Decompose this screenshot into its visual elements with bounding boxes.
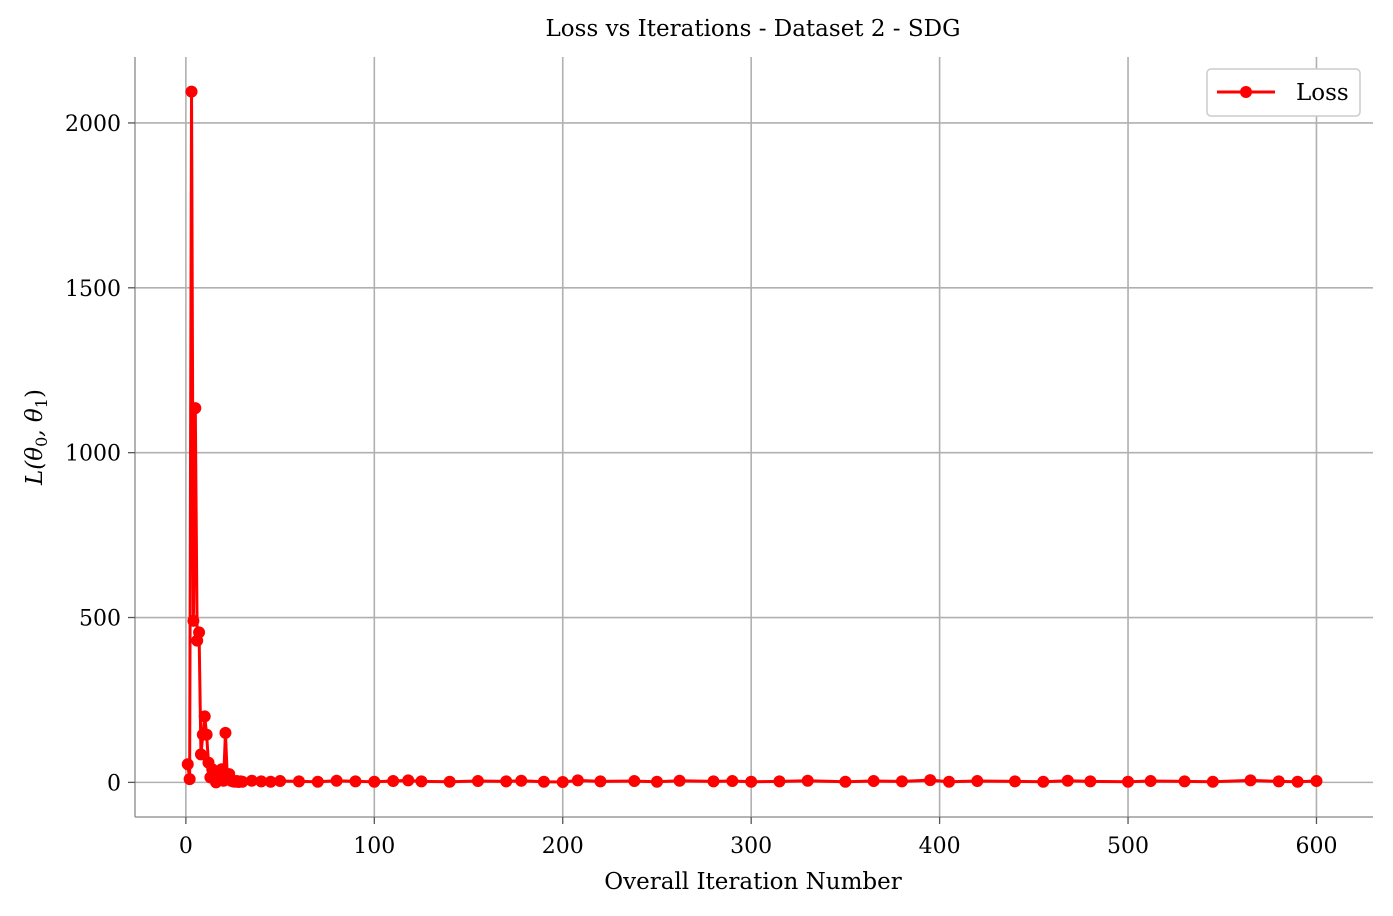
data-point	[194, 748, 207, 761]
data-point	[650, 775, 663, 788]
data-point	[745, 775, 758, 788]
data-point	[801, 774, 814, 787]
y-axis-label-main: L(θ	[22, 447, 48, 486]
data-point	[971, 775, 984, 788]
data-point	[924, 774, 937, 787]
data-point	[556, 776, 569, 789]
x-tick-label: 200	[542, 834, 584, 859]
data-point	[839, 775, 852, 788]
data-point	[387, 775, 400, 788]
legend-marker-swatch	[1240, 86, 1252, 98]
x-tick-label: 400	[919, 834, 961, 859]
data-point	[628, 775, 641, 788]
data-point	[402, 774, 415, 787]
data-point	[185, 85, 198, 98]
y-axis-label-end: )	[22, 389, 48, 398]
data-point	[673, 774, 686, 787]
data-point	[1206, 775, 1219, 788]
data-point	[1037, 775, 1050, 788]
legend-box	[1206, 68, 1361, 117]
y-tick-label: 1000	[65, 442, 121, 467]
series-layer	[181, 85, 1323, 789]
data-point	[707, 775, 720, 788]
y-tick-label: 0	[107, 771, 121, 796]
data-point	[1178, 775, 1191, 788]
data-point	[198, 710, 211, 723]
axes	[134, 57, 1373, 818]
legend-label: Loss	[1296, 80, 1349, 106]
data-point	[415, 775, 428, 788]
legend: Loss	[1206, 68, 1361, 117]
data-point	[571, 774, 584, 787]
data-point	[264, 775, 277, 788]
data-point	[368, 775, 381, 788]
data-point	[895, 775, 908, 788]
data-point	[292, 775, 305, 788]
y-axis-label-sub1: 1	[32, 398, 51, 408]
data-point	[1244, 774, 1257, 787]
data-point	[1084, 775, 1097, 788]
y-tick-label: 2000	[65, 112, 121, 137]
chart-title: Loss vs Iterations - Dataset 2 - SDG	[546, 16, 961, 42]
y-ticks: 0 500 1000 1500 2000	[65, 112, 135, 796]
y-tick-label: 500	[79, 607, 121, 632]
data-point	[255, 775, 268, 788]
x-tick-label: 300	[730, 834, 772, 859]
data-point	[1272, 775, 1285, 788]
data-point	[219, 726, 232, 739]
y-axis-label-sub0: 0	[32, 437, 51, 447]
data-point	[183, 773, 196, 786]
data-point	[515, 774, 528, 787]
data-point	[274, 775, 287, 788]
x-tick-label: 600	[1295, 834, 1337, 859]
data-point	[200, 728, 213, 741]
data-point	[187, 614, 200, 627]
data-point	[311, 775, 324, 788]
data-point	[245, 774, 258, 787]
x-ticks: 0 100 200 300 400 500 600	[179, 817, 1337, 859]
data-point	[236, 775, 249, 788]
data-point	[181, 758, 194, 771]
data-point	[537, 775, 550, 788]
data-point	[773, 775, 786, 788]
x-tick-label: 100	[353, 834, 395, 859]
y-axis-label-mid: , θ	[22, 408, 48, 437]
x-axis-label: Overall Iteration Number	[604, 869, 901, 895]
data-point	[594, 775, 607, 788]
data-point	[726, 775, 739, 788]
data-point	[1310, 775, 1323, 788]
y-tick-label: 1500	[65, 277, 121, 302]
data-point	[193, 626, 206, 639]
data-point	[471, 775, 484, 788]
data-point	[943, 775, 956, 788]
data-point	[867, 775, 880, 788]
y-axis-label: L(θ0, θ1)	[22, 389, 51, 486]
x-tick-label: 500	[1107, 834, 1149, 859]
data-point	[330, 774, 343, 787]
data-point	[1291, 775, 1304, 788]
data-point	[189, 402, 202, 415]
data-point	[1122, 775, 1135, 788]
data-point	[1144, 775, 1157, 788]
data-point	[1061, 774, 1074, 787]
data-point	[443, 775, 456, 788]
data-point	[349, 775, 362, 788]
data-point	[1008, 775, 1021, 788]
data-point	[500, 775, 513, 788]
x-tick-label: 0	[179, 834, 193, 859]
